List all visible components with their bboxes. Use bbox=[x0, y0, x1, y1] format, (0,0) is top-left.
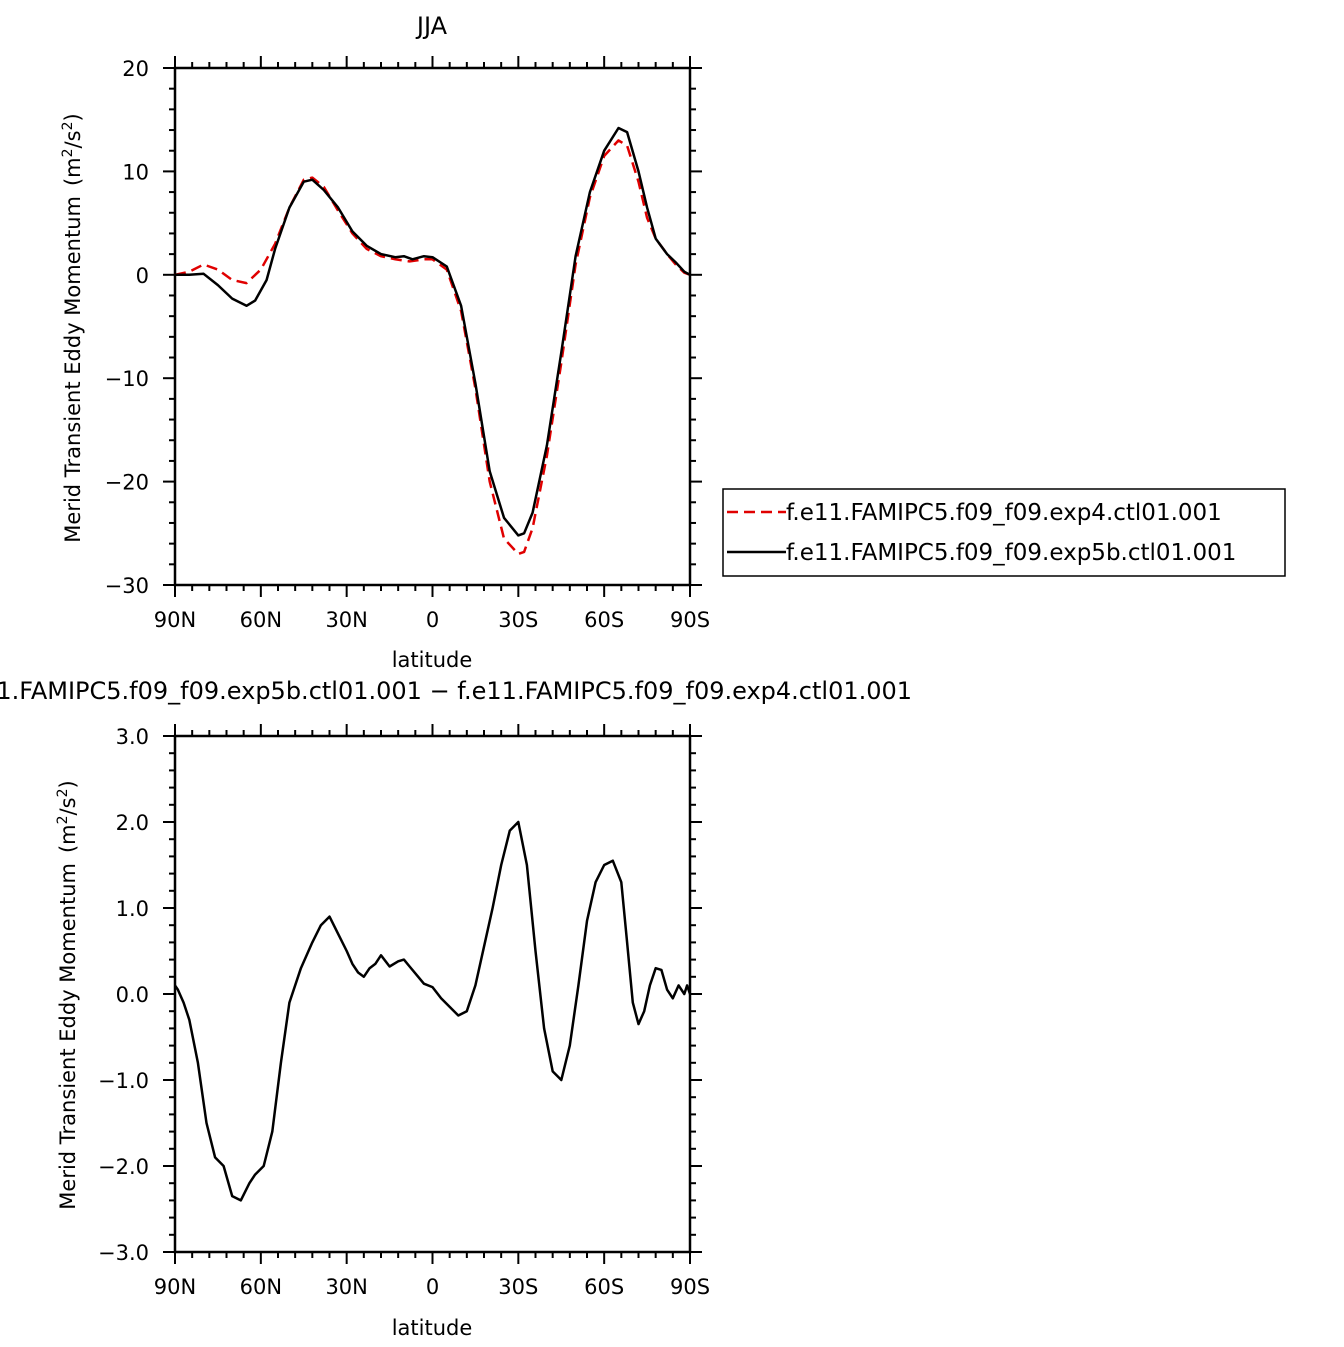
top-panel-title: JJA bbox=[415, 12, 448, 40]
y-tick-label: 0 bbox=[136, 264, 149, 288]
x-tick-label: 90S bbox=[670, 608, 710, 632]
y-tick-label: 2.0 bbox=[116, 811, 149, 835]
bottom-panel: f.e11.FAMIPC5.f09_f09.exp5b.ctl01.001 − … bbox=[0, 677, 912, 1340]
bottom-panel-ylabel-text: Merid Transient Eddy Momentum bbox=[56, 863, 80, 1210]
y-tick-label: −3.0 bbox=[98, 1241, 149, 1265]
bottom-panel-xlabel: latitude bbox=[392, 1316, 473, 1340]
y-tick-label: −20 bbox=[105, 471, 149, 495]
top-panel-series bbox=[174, 126, 691, 556]
y-tick-label: 1.0 bbox=[116, 897, 149, 921]
x-tick-label: 0 bbox=[426, 1275, 439, 1299]
y-tick-label: 0.0 bbox=[116, 983, 149, 1007]
x-tick-label: 90S bbox=[670, 1275, 710, 1299]
y-tick-label: −2.0 bbox=[98, 1155, 149, 1179]
top-panel-yunit-sup1: 2 bbox=[60, 148, 76, 157]
legend-label-exp4: f.e11.FAMIPC5.f09_f09.exp4.ctl01.001 bbox=[786, 500, 1222, 526]
x-tick-label: 60S bbox=[584, 1275, 624, 1299]
top-panel-ylabel: Merid Transient Eddy Momentum(m2/s2) bbox=[60, 113, 85, 542]
x-tick-label: 90N bbox=[154, 1275, 196, 1299]
legend: f.e11.FAMIPC5.f09_f09.exp4.ctl01.001 f.e… bbox=[722, 488, 1286, 577]
top-panel-yunit: (m bbox=[61, 157, 85, 186]
top-panel-yunit-mid: /s bbox=[61, 130, 85, 148]
x-tick-label: 30N bbox=[325, 608, 367, 632]
bottom-panel-axes: 90N 60N 30N 0 30S 60S 90S −3.0 −2.0 −1.0 0.0 1.0 2.0… bbox=[98, 724, 710, 1299]
plot-frame bbox=[173, 734, 692, 1254]
bottom-panel-ylabel: Merid Transient Eddy Momentum(m2/s2) bbox=[55, 780, 80, 1209]
y-tick-label: −10 bbox=[105, 367, 149, 391]
x-tick-label: 0 bbox=[426, 608, 439, 632]
x-tick-label: 60N bbox=[240, 608, 282, 632]
x-tick-label: 60N bbox=[240, 1275, 282, 1299]
plot-frame bbox=[173, 66, 692, 587]
top-panel-yunit-end: ) bbox=[61, 113, 85, 121]
bottom-panel-yunit-end: ) bbox=[56, 780, 80, 788]
top-panel-yunit-sup2: 2 bbox=[60, 122, 76, 131]
bottom-panel-series bbox=[173, 820, 692, 1202]
top-panel-xlabel: latitude bbox=[392, 648, 473, 672]
x-tick-label: 60S bbox=[584, 608, 624, 632]
bottom-panel-yunit: (m bbox=[56, 824, 80, 853]
x-tick-label: 30N bbox=[325, 1275, 367, 1299]
y-tick-label: 20 bbox=[122, 57, 149, 81]
y-tick-label: 3.0 bbox=[116, 725, 149, 749]
top-panel-ylabel-text: Merid Transient Eddy Momentum bbox=[61, 196, 85, 543]
y-tick-label: −1.0 bbox=[98, 1069, 149, 1093]
series-line-1 bbox=[175, 126, 691, 537]
x-tick-label: 30S bbox=[498, 608, 538, 632]
bottom-panel-yunit-sup2: 2 bbox=[55, 789, 71, 798]
y-tick-label: −30 bbox=[105, 574, 149, 598]
bottom-panel-yunit-mid: /s bbox=[56, 797, 80, 815]
series-line-0 bbox=[174, 139, 691, 556]
y-tick-label: 10 bbox=[122, 160, 149, 184]
x-tick-label: 90N bbox=[154, 608, 196, 632]
top-panel-axes: 90N 60N 30N 0 30S 60S 90S −30 −20 −10 0 10 20 bbox=[105, 56, 710, 632]
x-tick-label: 30S bbox=[498, 1275, 538, 1299]
legend-box bbox=[722, 488, 1286, 577]
legend-label-exp5b: f.e11.FAMIPC5.f09_f09.exp5b.ctl01.001 bbox=[786, 540, 1236, 566]
bottom-panel-title: f.e11.FAMIPC5.f09_f09.exp5b.ctl01.001 − … bbox=[0, 677, 912, 705]
series-line-0 bbox=[173, 820, 692, 1202]
bottom-panel-yunit-sup1: 2 bbox=[55, 815, 71, 824]
top-panel: JJA 90N 60N 30N 0 30S 60S 90S −30 −20 −10 0 10 20 la… bbox=[60, 12, 710, 672]
